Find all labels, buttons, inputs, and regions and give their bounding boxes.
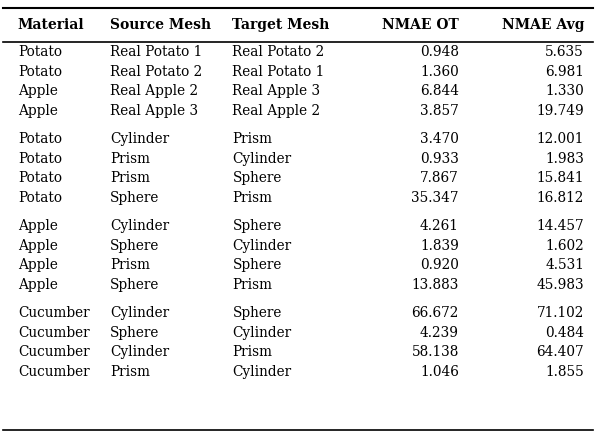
Text: Potato: Potato [18,191,62,205]
Text: Potato: Potato [18,151,62,165]
Text: Prism: Prism [232,191,272,205]
Text: Apple: Apple [18,238,58,253]
Text: 58.138: 58.138 [412,345,459,359]
Text: Real Apple 3: Real Apple 3 [110,103,198,117]
Text: Cylinder: Cylinder [232,364,291,378]
Text: 45.983: 45.983 [536,278,584,292]
Text: Apple: Apple [18,103,58,117]
Text: Cylinder: Cylinder [110,132,169,146]
Text: 12.001: 12.001 [537,132,584,146]
Text: 0.920: 0.920 [420,258,459,272]
Text: Apple: Apple [18,219,58,233]
Text: 6.981: 6.981 [545,65,584,78]
Text: 6.844: 6.844 [420,84,459,98]
Text: Sphere: Sphere [232,171,282,185]
Text: Sphere: Sphere [232,258,282,272]
Text: Target Mesh: Target Mesh [232,18,330,32]
Text: Prism: Prism [232,345,272,359]
Text: Cucumber: Cucumber [18,306,89,320]
Text: Apple: Apple [18,278,58,292]
Text: Cylinder: Cylinder [232,326,291,340]
Text: 5.635: 5.635 [545,45,584,59]
Text: Apple: Apple [18,258,58,272]
Text: 14.457: 14.457 [536,219,584,233]
Text: 0.933: 0.933 [420,151,459,165]
Text: 16.812: 16.812 [537,191,584,205]
Text: 3.470: 3.470 [420,132,459,146]
Text: Cylinder: Cylinder [110,219,169,233]
Text: Potato: Potato [18,65,62,78]
Text: Prism: Prism [110,171,150,185]
Text: Real Apple 3: Real Apple 3 [232,84,321,98]
Text: Sphere: Sphere [110,191,160,205]
Text: Real Apple 2: Real Apple 2 [110,84,198,98]
Text: Real Potato 2: Real Potato 2 [232,45,325,59]
Text: Prism: Prism [232,132,272,146]
Text: Apple: Apple [18,84,58,98]
Text: Prism: Prism [232,278,272,292]
Text: 71.102: 71.102 [537,306,584,320]
Text: NMAE Avg: NMAE Avg [502,18,584,32]
Text: Prism: Prism [110,258,150,272]
Text: 35.347: 35.347 [411,191,459,205]
Text: 1.602: 1.602 [545,238,584,253]
Text: Sphere: Sphere [110,278,160,292]
Text: Real Potato 1: Real Potato 1 [110,45,203,59]
Text: 4.261: 4.261 [420,219,459,233]
Text: 1.360: 1.360 [420,65,459,78]
Text: Potato: Potato [18,132,62,146]
Text: Sphere: Sphere [232,306,282,320]
Text: Cucumber: Cucumber [18,345,89,359]
Text: Prism: Prism [110,364,150,378]
Text: 1.839: 1.839 [420,238,459,253]
Text: 1.855: 1.855 [545,364,584,378]
Text: Cucumber: Cucumber [18,364,89,378]
Text: Potato: Potato [18,45,62,59]
Text: 1.046: 1.046 [420,364,459,378]
Text: Sphere: Sphere [232,219,282,233]
Text: Sphere: Sphere [110,326,160,340]
Text: 4.531: 4.531 [545,258,584,272]
Text: 0.484: 0.484 [545,326,584,340]
Text: Real Potato 2: Real Potato 2 [110,65,203,78]
Text: 3.857: 3.857 [420,103,459,117]
Text: 66.672: 66.672 [412,306,459,320]
Text: Sphere: Sphere [110,238,160,253]
Text: Cylinder: Cylinder [110,306,169,320]
Text: 4.239: 4.239 [420,326,459,340]
Text: Prism: Prism [110,151,150,165]
Text: Source Mesh: Source Mesh [110,18,212,32]
Text: Real Apple 2: Real Apple 2 [232,103,321,117]
Text: 0.948: 0.948 [420,45,459,59]
Text: NMAE OT: NMAE OT [382,18,459,32]
Text: Potato: Potato [18,171,62,185]
Text: 19.749: 19.749 [536,103,584,117]
Text: 15.841: 15.841 [536,171,584,185]
Text: Cylinder: Cylinder [232,151,291,165]
Text: 64.407: 64.407 [536,345,584,359]
Text: Material: Material [18,18,85,32]
Text: 13.883: 13.883 [412,278,459,292]
Text: Cucumber: Cucumber [18,326,89,340]
Text: 1.983: 1.983 [545,151,584,165]
Text: Cylinder: Cylinder [232,238,291,253]
Text: Cylinder: Cylinder [110,345,169,359]
Text: 7.867: 7.867 [420,171,459,185]
Text: 1.330: 1.330 [545,84,584,98]
Text: Real Potato 1: Real Potato 1 [232,65,325,78]
